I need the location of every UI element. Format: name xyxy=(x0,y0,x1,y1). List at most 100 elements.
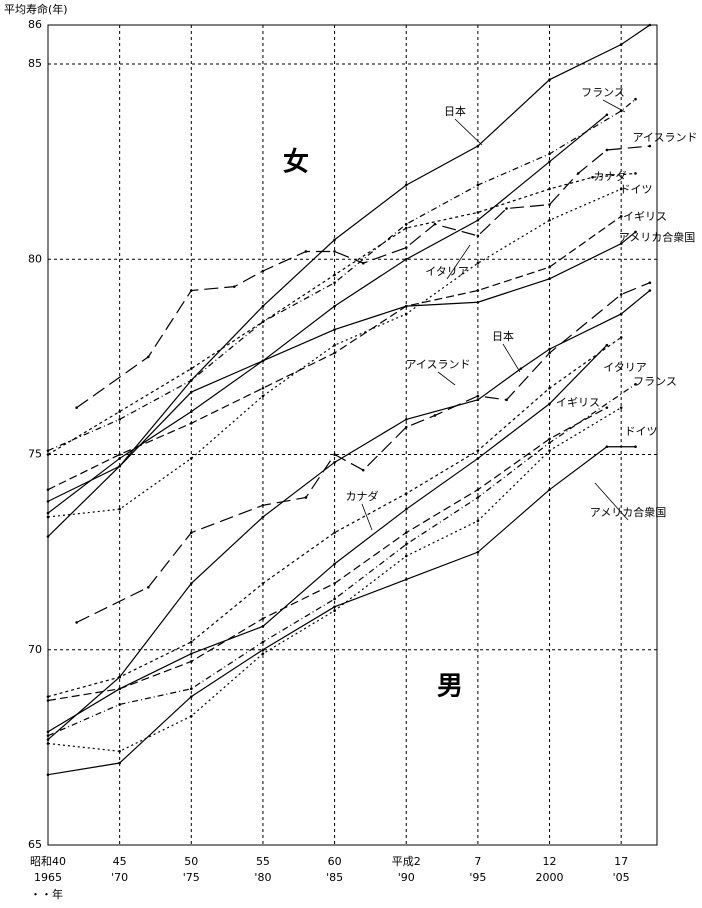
data-point xyxy=(189,289,193,292)
data-point xyxy=(361,261,365,265)
data-point xyxy=(433,414,437,417)
data-point xyxy=(619,406,623,409)
data-point xyxy=(46,699,50,702)
series-label: フランス xyxy=(633,375,677,388)
data-point xyxy=(304,496,308,499)
data-point xyxy=(46,773,50,777)
leader-line xyxy=(594,482,629,521)
data-point xyxy=(46,488,50,491)
data-point xyxy=(75,406,78,409)
data-point xyxy=(261,640,265,644)
series-label: ドイツ xyxy=(625,425,658,438)
x-tick-label: '80 xyxy=(254,871,271,884)
x-tick-label: '90 xyxy=(398,871,415,884)
series-label: アイスランド xyxy=(405,358,470,371)
data-point xyxy=(118,749,121,753)
y-tick-label: 80 xyxy=(28,252,42,265)
data-point xyxy=(333,281,336,285)
data-point xyxy=(404,554,408,558)
data-point xyxy=(46,734,50,737)
data-point xyxy=(118,675,121,679)
x-tick-label: '70 xyxy=(111,871,128,884)
data-point xyxy=(46,500,50,503)
data-point xyxy=(404,531,408,534)
data-point xyxy=(605,445,609,449)
data-point xyxy=(548,386,551,390)
series-label: イギリス xyxy=(556,396,600,409)
data-point xyxy=(189,640,193,644)
series-label: イタリア xyxy=(425,265,469,278)
data-point xyxy=(189,714,193,718)
data-point xyxy=(476,211,480,214)
series-line xyxy=(47,290,651,741)
data-point xyxy=(333,562,336,566)
series-label: フランス xyxy=(581,86,625,99)
data-point xyxy=(548,449,551,452)
leader-line xyxy=(437,371,456,386)
data-point xyxy=(118,464,121,468)
y-tick-label: 65 xyxy=(28,838,42,851)
data-point xyxy=(118,457,121,460)
data-point xyxy=(476,496,480,499)
data-point xyxy=(605,113,609,117)
x-tick-label: 7 xyxy=(474,855,481,868)
data-point xyxy=(118,703,121,706)
data-point xyxy=(404,425,408,429)
data-point xyxy=(619,293,623,296)
data-point xyxy=(605,343,609,347)
data-point xyxy=(261,652,265,655)
data-point xyxy=(261,386,265,390)
series-line xyxy=(47,172,636,456)
data-point xyxy=(261,394,265,398)
x-tick-label: '05 xyxy=(613,871,630,884)
data-point xyxy=(404,226,408,230)
data-point xyxy=(261,582,265,585)
data-point xyxy=(189,421,193,425)
plot-frame xyxy=(47,24,658,846)
data-point xyxy=(548,152,551,156)
data-point xyxy=(548,488,551,491)
data-point xyxy=(46,511,50,515)
data-point xyxy=(261,269,265,273)
x-tick-label: '95 xyxy=(469,871,486,884)
data-point xyxy=(548,351,551,355)
x-tick-label: 60 xyxy=(328,855,342,868)
series-label: カナダ xyxy=(594,169,627,183)
data-point xyxy=(75,621,78,624)
data-point xyxy=(548,218,551,222)
y-tick-label: 85 xyxy=(28,57,42,70)
series-label: 日本 xyxy=(444,104,466,118)
x-tick-label: '75 xyxy=(183,871,200,884)
data-point xyxy=(46,453,50,456)
data-point xyxy=(476,218,480,222)
data-point xyxy=(46,742,50,745)
leader-line xyxy=(454,118,483,146)
data-point xyxy=(261,648,265,652)
series-line xyxy=(76,145,650,409)
data-point xyxy=(261,515,265,519)
data-point xyxy=(333,605,336,609)
x-tick-label: 50 xyxy=(184,855,198,868)
data-point xyxy=(404,257,408,261)
leader-line xyxy=(602,99,626,113)
data-point xyxy=(333,582,336,585)
data-point xyxy=(118,453,121,456)
data-point xyxy=(548,265,551,269)
data-point xyxy=(591,175,594,179)
data-point xyxy=(548,277,551,281)
data-point xyxy=(519,367,523,370)
x-tick-label: 45 xyxy=(113,855,127,868)
data-point xyxy=(619,242,623,245)
data-point xyxy=(648,23,652,27)
series-label: カナダ xyxy=(346,489,379,503)
data-point xyxy=(46,449,50,452)
series-line xyxy=(47,188,622,518)
data-point xyxy=(404,578,408,581)
data-point xyxy=(548,402,551,406)
x-tick-label: '85 xyxy=(326,871,343,884)
data-point xyxy=(548,78,551,81)
data-point xyxy=(476,398,480,402)
data-point xyxy=(404,246,408,249)
x-axis-label: ・・年 xyxy=(30,887,63,901)
data-point xyxy=(433,222,437,226)
